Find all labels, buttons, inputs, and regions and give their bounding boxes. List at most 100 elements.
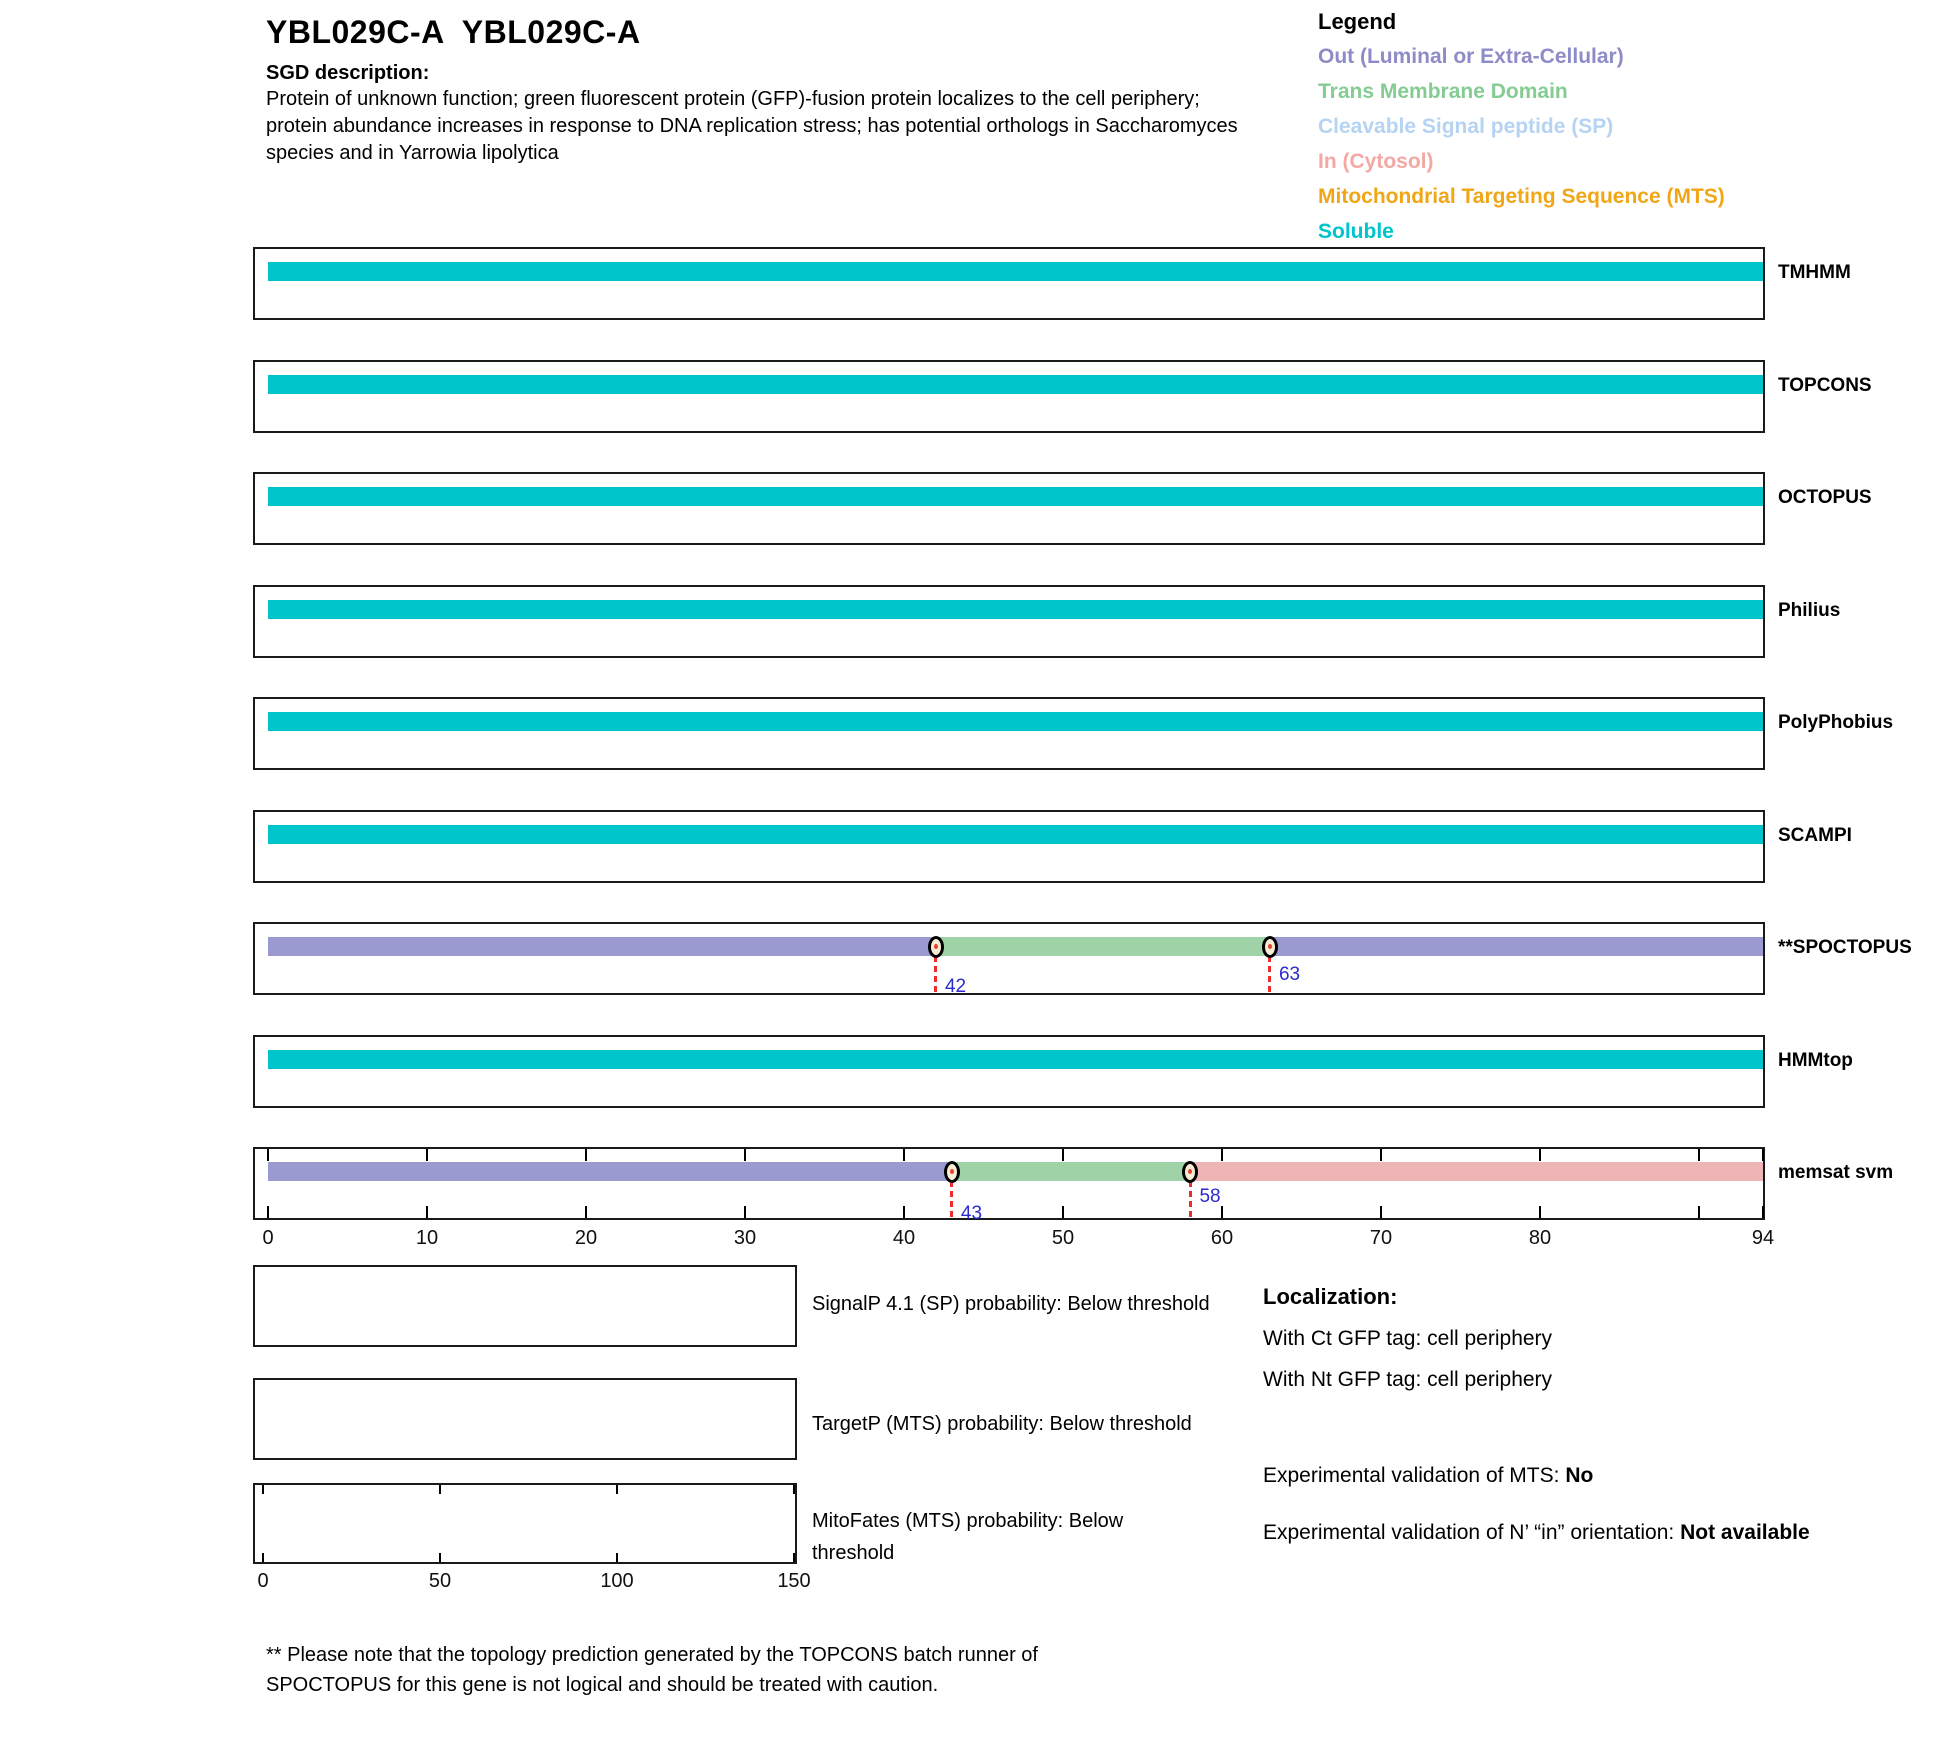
sequence-tick [1062,1149,1064,1161]
mitofates-plot-label: MitoFates (MTS) probability: Below thres… [812,1510,1124,1564]
mitofates-plot-box [253,1483,797,1564]
sequence-tick [267,1206,269,1218]
marker-center-dot [1188,1169,1193,1174]
sequence-tick [1380,1149,1382,1161]
marker-center-dot [1267,944,1272,949]
sequence-tick [1539,1206,1541,1218]
track-label-memsatsvm: memsat svm [1778,1162,1894,1183]
sequence-tick [1539,1149,1541,1161]
track-segment-out [268,1162,952,1181]
sequence-tick [1062,1206,1064,1218]
topology-boundary-marker-icon [1182,1160,1199,1183]
sequence-tick [585,1149,587,1161]
track-segment-soluble [268,487,1763,506]
sequence-tick [1762,1206,1764,1218]
track-label-octopus: OCTOPUS [1778,487,1872,508]
legend-item-sp: Cleavable Signal peptide (SP) [1318,115,1614,138]
sequence-tick [903,1149,905,1161]
sequence-tick [1762,1149,1764,1161]
mitofates-axis-tick [439,1485,441,1494]
track-segment-tm [935,937,1270,956]
sequence-tick [585,1206,587,1218]
track-segment-tm [951,1162,1191,1181]
boundary-position-label: 63 [1278,964,1301,985]
spoctopus-footnote-line: ** Please note that the topology predict… [266,1644,1038,1666]
sequence-axis-tick-label: 60 [1210,1227,1234,1249]
topology-boundary-marker-icon [943,1160,960,1183]
orientation-validation-label: Experimental validation of N’ “in” orien… [1263,1521,1675,1544]
sgd-description-label: SGD description: [266,62,430,84]
boundary-position-label: 43 [960,1203,983,1224]
track-segment-soluble [268,600,1763,619]
track-box [253,1035,1765,1108]
sgd-description-line: species and in Yarrowia lipolytica [266,142,559,164]
sequence-tick [1221,1149,1223,1161]
sequence-tick [1698,1149,1700,1161]
sequence-axis-tick-label: 70 [1369,1227,1393,1249]
track-segment-soluble [268,825,1763,844]
sequence-tick [426,1149,428,1161]
track-box [253,922,1765,995]
boundary-guide-line [1268,956,1272,992]
targetp-plot-label: TargetP (MTS) probability: Below thresho… [812,1413,1192,1435]
mitofates-axis-tick [262,1485,264,1494]
track-box [253,585,1765,658]
track-label-tmhmm: TMHMM [1778,262,1851,283]
targetp-plot-box [253,1378,797,1460]
sequence-axis-tick-label: 50 [1051,1227,1075,1249]
mitofates-axis-tick-label: 150 [777,1570,811,1592]
sequence-axis-tick-label: 80 [1528,1227,1552,1249]
mitofates-axis-tick [616,1485,618,1494]
sequence-axis-tick-label: 30 [733,1227,757,1249]
mts-validation-label: Experimental validation of MTS: [1263,1464,1560,1487]
mitofates-axis-tick-label: 50 [428,1570,452,1592]
track-segment-soluble [268,262,1763,281]
boundary-guide-line [1188,1181,1192,1217]
track-label-topcons: TOPCONS [1778,375,1872,396]
track-label-spoctopus: **SPOCTOPUS [1778,937,1912,958]
sequence-axis-tick-label: 94 [1751,1227,1775,1249]
track-box [253,697,1765,770]
sequence-tick [903,1206,905,1218]
track-segment-soluble [268,1050,1763,1069]
sequence-tick [267,1149,269,1161]
signalp-plot-box [253,1265,797,1347]
sequence-axis-tick-label: 10 [415,1227,439,1249]
mitofates-axis-tick-label: 0 [257,1570,269,1592]
orientation-validation-value: Not available [1680,1521,1810,1544]
ct-gfp-localization: With Ct GFP tag: cell periphery [1263,1327,1553,1350]
mitofates-axis-tick [439,1553,441,1562]
legend-item-tm: Trans Membrane Domain [1318,80,1568,103]
legend-item-out: Out (Luminal or Extra-Cellular) [1318,45,1624,68]
sgd-description-line: protein abundance increases in response … [266,115,1238,137]
track-label-philius: Philius [1778,600,1841,621]
track-label-scampi: SCAMPI [1778,825,1852,846]
sequence-tick [744,1206,746,1218]
sequence-tick [744,1149,746,1161]
track-box [253,810,1765,883]
sequence-axis-tick-label: 40 [892,1227,916,1249]
legend: Legend Out (Luminal or Extra-Cellular) Tr… [1318,4,1725,249]
sequence-axis-tick-label: 20 [574,1227,598,1249]
mitofates-axis-tick [262,1553,264,1562]
boundary-guide-line [934,956,938,992]
topology-boundary-marker-icon [1261,935,1278,958]
boundary-guide-line [950,1181,954,1217]
sequence-axis-tick-label: 0 [262,1227,274,1249]
legend-item-in: In (Cytosol) [1318,150,1434,173]
track-segment-soluble [268,375,1763,394]
topology-boundary-marker-icon [927,935,944,958]
spoctopus-footnote-line: SPOCTOPUS for this gene is not logical a… [266,1674,939,1696]
track-label-polyphobius: PolyPhobius [1778,712,1894,733]
sequence-tick [426,1206,428,1218]
track-box [253,360,1765,433]
mitofates-axis-tick [793,1553,795,1562]
sequence-tick [1221,1206,1223,1218]
mitofates-axis-tick [616,1553,618,1562]
marker-center-dot [933,944,938,949]
legend-item-soluble: Soluble [1318,220,1394,243]
mts-validation: Experimental validation of MTS: No [1263,1464,1593,1488]
legend-item-mts: Mitochondrial Targeting Sequence (MTS) [1318,185,1725,208]
legend-title: Legend [1318,9,1397,34]
